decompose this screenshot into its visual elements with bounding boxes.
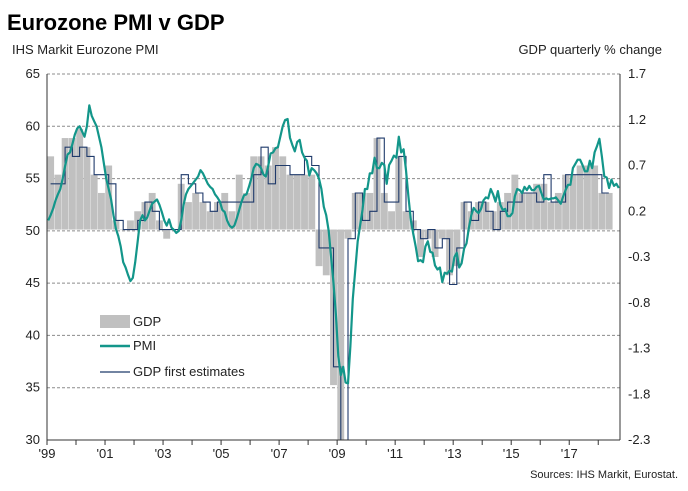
- legend-first-estimates-label: GDP first estimates: [133, 364, 245, 379]
- gdp-bar: [547, 202, 555, 230]
- gdp-bar: [206, 211, 214, 230]
- right-tick-label: -1.3: [628, 341, 650, 356]
- gdp-bar: [272, 147, 279, 230]
- left-tick-label: 30: [26, 432, 40, 447]
- right-tick-label: -0.8: [628, 295, 650, 310]
- x-axis-ticks: '99 '01 '03 '05 '07 '09 '11 '13 '15 '17: [39, 446, 578, 461]
- gdp-bar: [605, 192, 613, 230]
- gdp-bar: [185, 202, 192, 230]
- x-tick-label: '99: [39, 446, 56, 461]
- right-tick-label: -1.8: [628, 386, 650, 401]
- gdp-bar: [583, 165, 591, 230]
- gdp-bar: [90, 174, 98, 230]
- legend: GDP PMI GDP first estimates: [100, 314, 245, 379]
- right-tick-label: -2.3: [628, 432, 650, 447]
- gdp-bar: [293, 174, 301, 230]
- gdp-bar: [228, 211, 236, 230]
- x-tick-label: '03: [155, 446, 172, 461]
- x-tick-label: '05: [213, 446, 230, 461]
- source-note: Sources: IHS Markit, Eurostat.: [530, 469, 678, 481]
- pmi-line: [47, 104, 620, 385]
- gdp-bar: [598, 192, 606, 230]
- gdp-bar: [540, 183, 548, 230]
- gdp-bar: [83, 147, 91, 230]
- right-tick-label: 1.2: [628, 112, 646, 127]
- gdp-bar: [533, 183, 541, 230]
- right-axis-label: GDP quarterly % change: [518, 42, 662, 57]
- gdp-bar: [192, 192, 200, 230]
- gdp-bar: [97, 192, 105, 230]
- x-tick-label: '15: [503, 446, 520, 461]
- left-axis-label: IHS Markit Eurozone PMI: [12, 42, 159, 57]
- gdp-bar: [199, 202, 207, 230]
- legend-gdp-swatch: [100, 315, 130, 328]
- gdp-bar: [54, 174, 62, 230]
- chart-title: Eurozone PMI v GDP: [7, 10, 225, 35]
- right-axis-ticks: 1.7 1.2 0.7 0.2 -0.3 -0.8 -1.3 -1.8 -2.3: [628, 66, 650, 447]
- left-tick-label: 60: [26, 118, 40, 133]
- gdp-bar: [163, 229, 171, 239]
- series-lines: [47, 104, 620, 441]
- x-tick-label: '13: [445, 446, 462, 461]
- gdp-bar: [126, 220, 134, 230]
- gdp-bar: [301, 174, 308, 230]
- left-tick-label: 45: [26, 275, 40, 290]
- gdp-bars: [47, 128, 613, 440]
- gdp-bar: [482, 202, 490, 230]
- gdp-bar: [264, 165, 272, 230]
- gdp-bar: [214, 202, 221, 230]
- x-tick-label: '11: [387, 446, 403, 461]
- gdp-bar: [344, 229, 352, 239]
- gdp-bar: [380, 192, 388, 230]
- gdp-bar: [438, 229, 446, 239]
- left-axis-ticks: 65 60 55 50 45 40 35 30: [26, 66, 40, 447]
- gdp-first-estimates-line: [50, 137, 609, 441]
- gdp-bar: [402, 211, 410, 230]
- gdp-bar: [68, 138, 76, 230]
- gdp-bar: [105, 165, 113, 230]
- left-tick-label: 55: [26, 171, 40, 186]
- gdp-bar: [243, 192, 250, 230]
- x-tick-label: '09: [329, 446, 346, 461]
- gdp-bar: [47, 156, 55, 230]
- gdp-bar: [337, 229, 345, 440]
- gdp-bar: [525, 192, 533, 230]
- left-tick-label: 50: [26, 223, 40, 238]
- right-tick-label: 1.7: [628, 66, 646, 81]
- gdp-bar: [417, 229, 425, 257]
- gdp-bar: [388, 211, 395, 230]
- left-tick-label: 65: [26, 66, 40, 81]
- gdp-bar: [279, 156, 287, 230]
- x-tick-label: '01: [97, 446, 114, 461]
- gdp-bar: [591, 165, 599, 230]
- legend-gdp-label: GDP: [133, 314, 161, 329]
- left-tick-label: 35: [26, 380, 40, 395]
- gdp-bar: [554, 192, 562, 230]
- right-tick-label: 0.7: [628, 158, 646, 173]
- right-tick-label: -0.3: [628, 249, 650, 264]
- x-tick-label: '17: [561, 446, 578, 461]
- gdp-bar: [576, 165, 584, 230]
- axes: [46, 74, 621, 445]
- gdp-bar: [322, 229, 330, 276]
- gdp-bar: [76, 128, 84, 230]
- legend-pmi-label: PMI: [133, 338, 156, 353]
- gdp-bar: [518, 192, 526, 230]
- left-tick-label: 40: [26, 327, 40, 342]
- x-tick-label: '07: [271, 446, 288, 461]
- gdp-bar: [308, 174, 316, 230]
- gdp-bar: [569, 174, 577, 230]
- right-tick-label: 0.2: [628, 203, 646, 218]
- gdp-bar: [286, 174, 294, 230]
- gdp-bar: [257, 156, 265, 230]
